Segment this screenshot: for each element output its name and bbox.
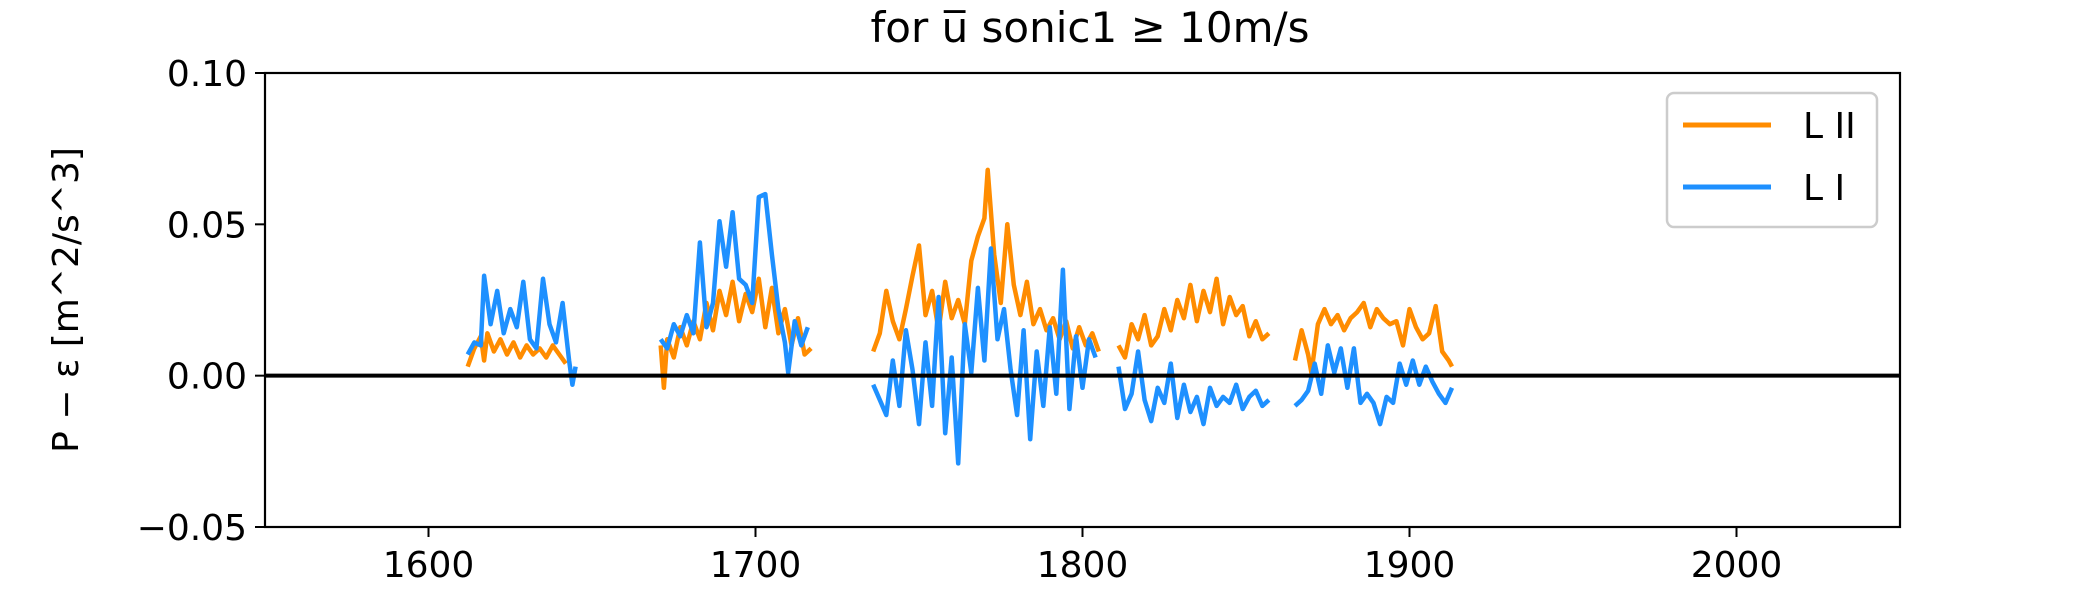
series-line-segment: [1292, 300, 1454, 375]
x-tick-label: 1900: [1364, 545, 1456, 586]
series-l-ii: [465, 167, 1454, 391]
series-line-segment: [658, 276, 813, 391]
series-line-segment: [1116, 276, 1271, 360]
plot-lines: [465, 167, 1455, 466]
legend-label: L II: [1803, 106, 1856, 147]
series-line-segment: [658, 191, 810, 375]
y-tick-label: 0.10: [167, 54, 247, 95]
series-line-segment: [1116, 349, 1271, 427]
series-line-segment: [871, 246, 1098, 466]
x-tick-label: 1700: [710, 545, 802, 586]
x-tick-label: 2000: [1691, 545, 1783, 586]
y-tick-label: −0.05: [137, 508, 247, 549]
x-tick-label: 1600: [383, 545, 475, 586]
legend: L II L I: [1665, 91, 1879, 229]
y-tick-label: 0.05: [167, 205, 247, 246]
series-l-i: [465, 191, 1455, 466]
series-line-segment: [1293, 343, 1455, 427]
chart-title: for u̅ sonic1 ≥ 10m/s: [870, 3, 1309, 52]
x-tick-label: 1800: [1037, 545, 1129, 586]
series-line-segment: [465, 331, 568, 368]
legend-label: L I: [1803, 168, 1845, 209]
y-axis-label: P − ε [m^2/s^3]: [46, 147, 87, 453]
series-line-segment: [465, 273, 578, 387]
y-tick-label: 0.00: [167, 357, 247, 398]
axis-ticks: 1600 1700 1800 1900 2000 −0.05 0.00 0.05 0.10: [137, 54, 1783, 586]
plot-frame: [263, 71, 1902, 529]
